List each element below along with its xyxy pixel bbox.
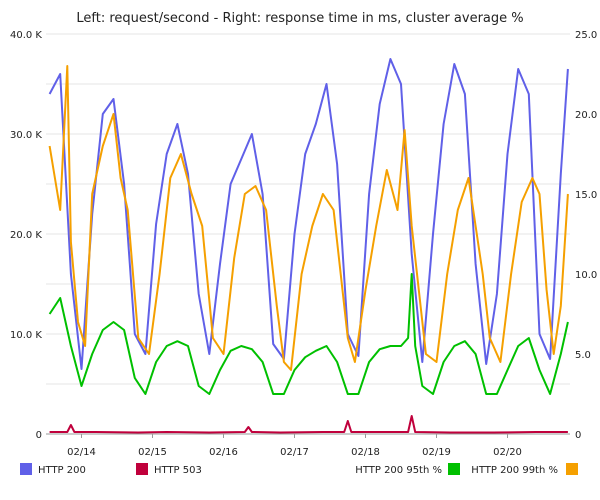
series-line-http503 (49, 415, 568, 434)
legend-label-p99: HTTP 200 99th % (471, 465, 558, 476)
legend-swatch-p99 (566, 463, 578, 475)
series-line-http200 (48, 58, 569, 370)
x-tick-label: 02/14 (67, 447, 96, 458)
legend-swatch-http200 (20, 463, 32, 475)
x-tick-label: 02/16 (209, 447, 238, 458)
legend-swatch-http503 (136, 463, 148, 475)
legend-swatch-p95 (448, 463, 460, 475)
series-layer (48, 58, 569, 434)
x-axis-ticks: 02/14 02/15 02/16 02/17 02/18 02/19 02/20 (67, 434, 522, 458)
x-tick-label: 02/17 (280, 447, 309, 458)
right-tick-label: 15.0 (575, 190, 597, 201)
chart-grid (46, 33, 570, 435)
left-axis-ticks: 0 10.0 K 20.0 K 30.0 K 40.0 K (10, 30, 42, 441)
series-line-p99 (48, 65, 569, 371)
right-axis-ticks: 0 5.0 10.0 15.0 20.0 25.0 (575, 30, 597, 441)
x-tick-label: 02/19 (422, 447, 451, 458)
legend: HTTP 200 HTTP 503 HTTP 200 95th % HTTP 2… (20, 463, 578, 476)
chart-title: Left: request/second - Right: response t… (76, 11, 523, 26)
legend-label-p95: HTTP 200 95th % (355, 465, 442, 476)
right-tick-label: 5.0 (575, 350, 591, 361)
left-tick-label: 40.0 K (10, 30, 42, 41)
left-tick-label: 0 (36, 430, 42, 441)
legend-label-http200: HTTP 200 (38, 465, 86, 476)
x-tick-label: 02/20 (493, 447, 522, 458)
x-tick-label: 02/15 (138, 447, 167, 458)
x-tick-label: 02/18 (351, 447, 380, 458)
right-tick-label: 0 (575, 430, 581, 441)
left-tick-label: 10.0 K (10, 330, 42, 341)
left-tick-label: 30.0 K (10, 130, 42, 141)
left-tick-label: 20.0 K (10, 230, 42, 241)
right-tick-label: 20.0 (575, 110, 597, 121)
legend-label-http503: HTTP 503 (154, 465, 202, 476)
series-line-p95 (48, 273, 569, 395)
right-tick-label: 10.0 (575, 270, 597, 281)
right-tick-label: 25.0 (575, 30, 597, 41)
